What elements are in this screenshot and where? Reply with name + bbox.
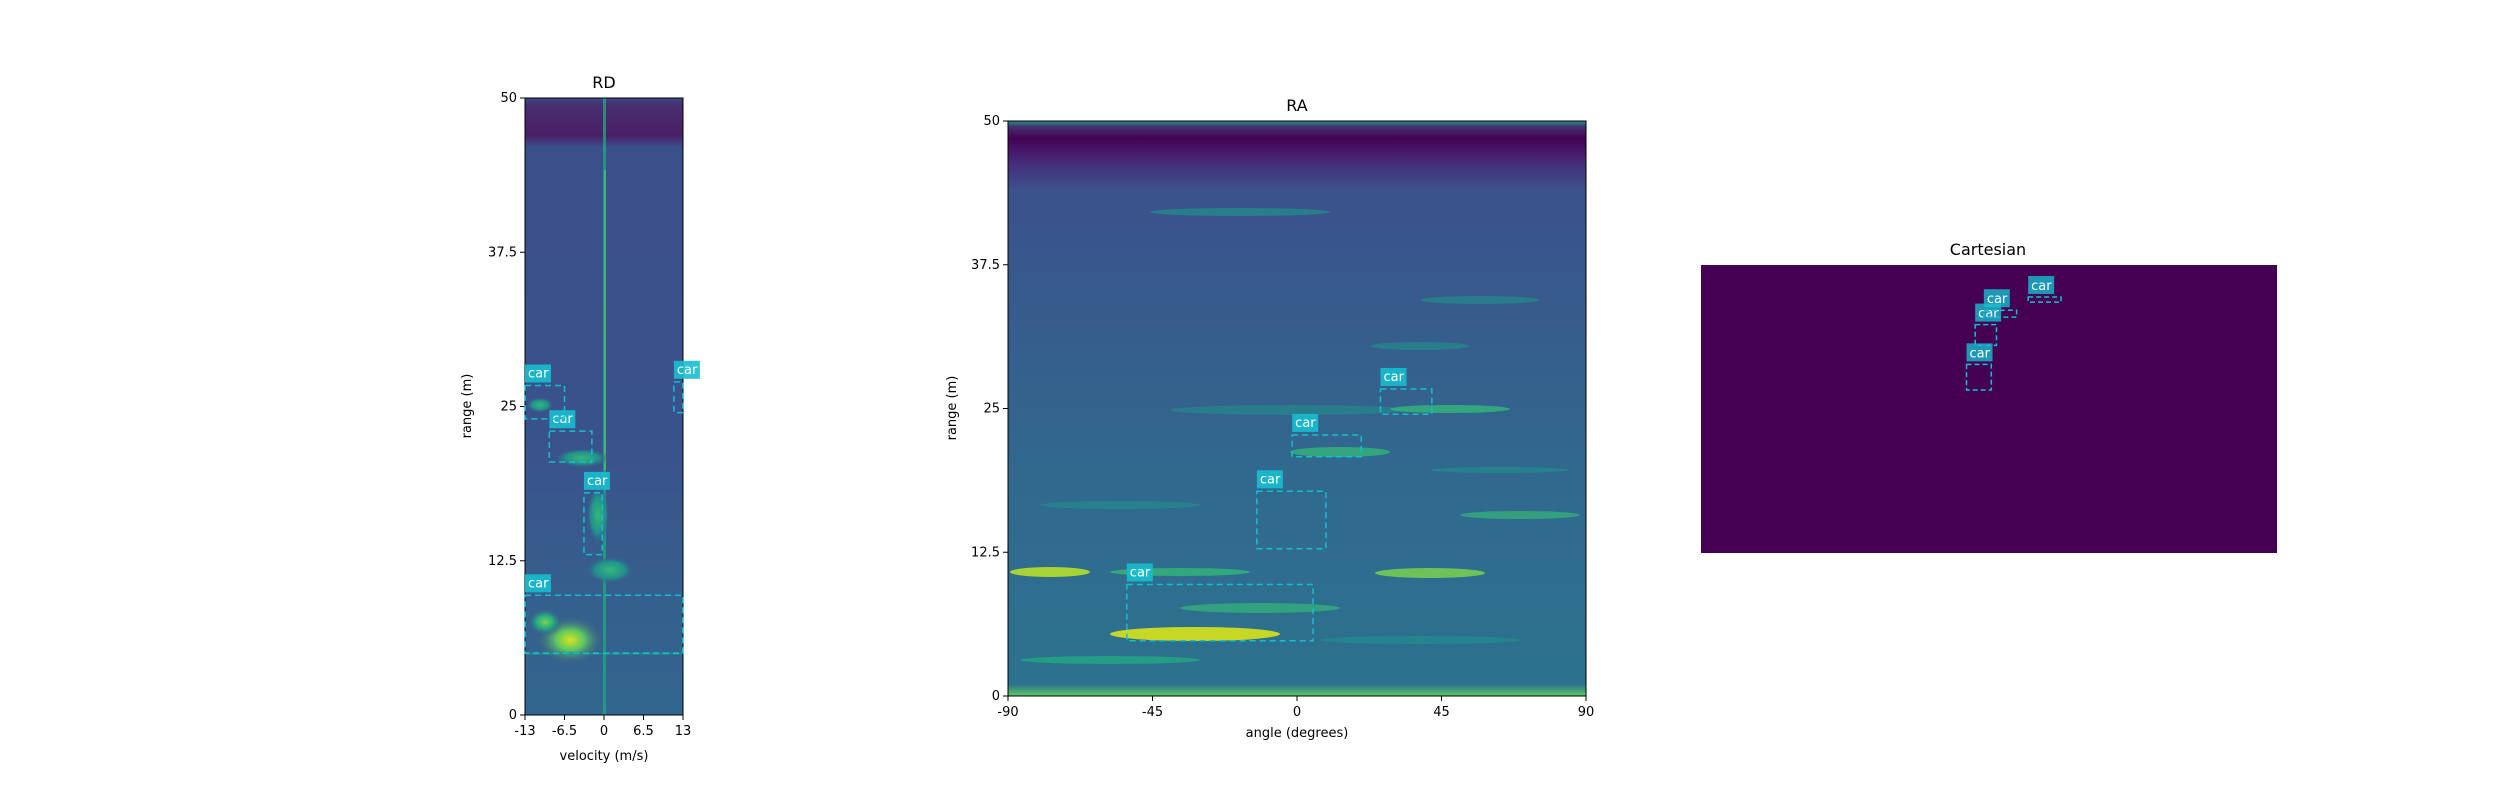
rd-detection-box	[524, 384, 566, 420]
ra-heatmap	[1008, 121, 1586, 696]
ra-detection-label-bg	[1126, 563, 1153, 582]
ra-detection-box	[1126, 583, 1314, 642]
ra-detection-label: car	[1383, 370, 1404, 385]
rd-detection-label-bg	[673, 360, 700, 379]
rd-y-tick-label: 50	[500, 91, 517, 106]
rd-detection-label: car	[552, 412, 573, 427]
ra-y-tick-label: 25	[983, 402, 1000, 417]
cartesian-detection-label-bg	[1966, 343, 1993, 362]
rd-y-tick-label: 37.5	[488, 245, 517, 260]
ra-detection-box	[1256, 490, 1327, 550]
ra-detection-label-bg	[1380, 367, 1407, 386]
ra-x-tick-label: 0	[1293, 705, 1301, 720]
ra-y-tick-label: 50	[983, 114, 1000, 129]
ra-axis-ticks: -90 -45 0 45 90 0 12.5 25 37.5 50	[971, 114, 1594, 720]
ra-detection-box	[1379, 388, 1433, 416]
cartesian-detection-label-bg	[1975, 303, 2002, 322]
ra-y-tick-label: 37.5	[971, 258, 1000, 273]
cartesian-detection-label: car	[1978, 307, 1999, 322]
rd-title: RD	[592, 73, 615, 92]
ra-x-tick-label: 90	[1578, 705, 1595, 720]
ra-detections: car car car car	[1126, 367, 1433, 642]
rd-axis-ticks: -13 -6.5 0 6.5 13 0 12.5 25 37.5 50	[488, 91, 691, 739]
ra-y-axis-label: range (m)	[945, 376, 960, 441]
cartesian-detection-box	[2027, 296, 2062, 303]
rd-y-tick-label: 0	[509, 708, 517, 723]
cartesian-detection-label-bg	[2028, 275, 2055, 294]
ra-x-tick-label: -90	[997, 705, 1018, 720]
rd-detection-label-bg	[583, 471, 610, 490]
cartesian-title: Cartesian	[1950, 240, 2026, 259]
rd-detection-label: car	[677, 363, 698, 378]
ra-detection-label-bg	[1292, 413, 1319, 432]
cartesian-detection-box	[1983, 309, 2018, 318]
rd-heatmap	[525, 98, 683, 715]
rd-detections: car car car car car	[524, 360, 700, 655]
rd-x-tick-label: -6.5	[552, 724, 577, 739]
ra-title: RA	[1286, 96, 1307, 115]
rd-x-tick-label: -13	[514, 724, 535, 739]
rd-detection-box	[673, 381, 684, 414]
rd-panel: RD -13 -6.5 0 6.5 13 0 12.5 25 37.5 50 velocity (…	[460, 73, 700, 764]
cartesian-detection-label: car	[2031, 279, 2052, 294]
rd-y-tick-label: 25	[500, 400, 517, 415]
cartesian-detection-label: car	[1970, 346, 1991, 361]
ra-detection-label: car	[1260, 472, 1281, 487]
rd-x-tick-label: 6.5	[633, 724, 654, 739]
ra-x-axis-label: angle (degrees)	[1246, 726, 1349, 741]
cartesian-detection-label: car	[1987, 292, 2008, 307]
rd-x-tick-label: 0	[600, 724, 608, 739]
rd-y-tick-label: 12.5	[488, 554, 517, 569]
rd-detection-label: car	[528, 576, 549, 591]
rd-detection-box	[524, 594, 684, 655]
ra-detection-label: car	[1130, 565, 1151, 580]
ra-panel: RA -90 -45 0 45 90 0 12.5 25 37.5 50 angle (degre…	[945, 96, 1594, 741]
rd-x-tick-label: 13	[675, 724, 692, 739]
rd-detection-label: car	[587, 474, 608, 489]
rd-y-axis-label: range (m)	[460, 374, 475, 439]
rd-detection-label: car	[528, 367, 549, 382]
rd-detection-box	[548, 430, 593, 463]
ra-x-tick-label: 45	[1433, 705, 1450, 720]
ra-y-tick-label: 0	[992, 689, 1000, 704]
cartesian-detection-label-bg	[1983, 289, 2010, 308]
ra-detection-label: car	[1295, 416, 1316, 431]
cartesian-detection-box	[1965, 363, 1993, 391]
ra-detection-box	[1291, 434, 1362, 458]
rd-detection-label-bg	[525, 574, 551, 593]
ra-y-tick-label: 12.5	[971, 545, 1000, 560]
ra-x-tick-label: -45	[1142, 705, 1163, 720]
cartesian-detection-box	[1974, 323, 1998, 347]
ra-detection-label-bg	[1256, 470, 1283, 489]
rd-detection-label-bg	[525, 364, 551, 383]
rd-x-axis-label: velocity (m/s)	[560, 749, 649, 764]
